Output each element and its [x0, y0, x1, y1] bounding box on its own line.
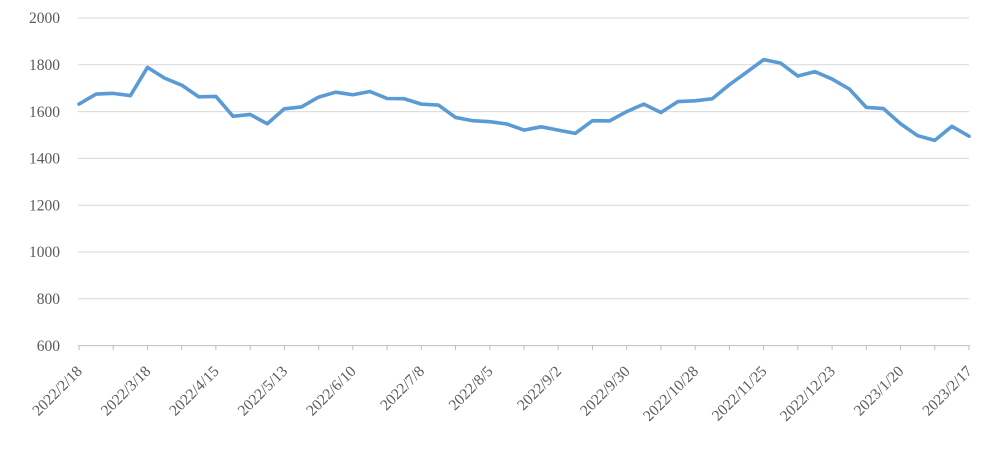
series-line [77, 57, 971, 143]
y-axis-label: 1600 [29, 104, 60, 121]
y-axis-label: 1000 [29, 244, 60, 261]
x-axis-label: 2022/9/30 [577, 363, 634, 420]
x-axis-label: 2023/1/20 [851, 363, 908, 420]
x-axis-label: 2022/4/15 [166, 363, 223, 420]
x-axis-label: 2022/12/23 [777, 363, 839, 425]
x-axis-label: 2022/5/13 [235, 363, 292, 420]
y-axis-label: 1800 [29, 57, 60, 74]
x-axis-label: 2022/6/10 [303, 363, 360, 420]
y-axis-label: 600 [37, 338, 61, 355]
x-axis [78, 345, 970, 351]
x-axis-label: 2023/2/17 [919, 363, 976, 420]
x-axis-label: 2022/7/8 [377, 363, 428, 414]
x-axis-label: 2022/10/28 [640, 363, 702, 425]
x-axis-label: 2022/2/18 [29, 363, 86, 420]
x-axis-label: 2022/9/2 [514, 363, 565, 414]
y-axis-label: 1200 [29, 197, 60, 214]
y-axis-label: 800 [37, 291, 61, 308]
x-axis-label: 2022/8/5 [446, 363, 497, 414]
y-axis-label: 1400 [29, 151, 60, 168]
x-axis-label: 2022/3/18 [98, 363, 155, 420]
y-axis-label: 2000 [29, 10, 60, 27]
x-axis-labels: 2022/2/18 2022/3/18 2022/4/15 2022/5/13 2022… [29, 363, 976, 425]
series-group [77, 57, 971, 143]
y-axis-labels: 600 800 1000 1200 1400 1600 1800 2000 [29, 10, 60, 355]
x-axis-label: 2022/11/25 [709, 363, 771, 425]
gridlines [78, 17, 969, 300]
